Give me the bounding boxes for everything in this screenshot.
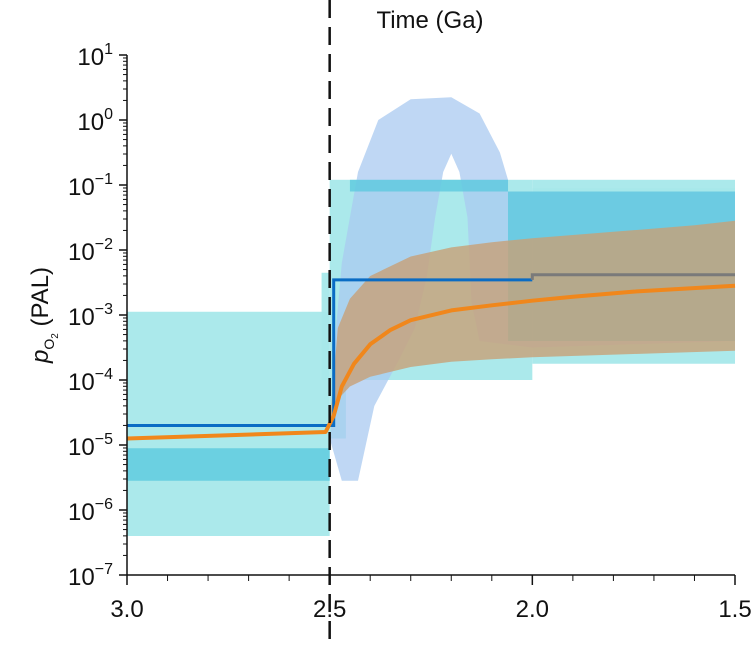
- cyan-box-0: [127, 311, 330, 536]
- x-tick-label-0: 3.0: [110, 596, 143, 623]
- y-tick-label-1: 100: [77, 106, 113, 136]
- x-axis-title: Time (Ga): [376, 7, 483, 34]
- cyan-box-2: [321, 272, 330, 380]
- y-tick-label-4: 10−3: [68, 301, 113, 331]
- y-tick-label-2: 10−1: [68, 171, 113, 201]
- y-axis-title-unit: (PAL): [27, 267, 54, 333]
- y-axis-title-subsubscript: 2: [50, 333, 61, 339]
- y-axis-title-subscript: O: [41, 339, 57, 350]
- y-tick-label-3: 10−2: [68, 236, 113, 266]
- fill-layer: [127, 97, 735, 536]
- y-axis-title-var: p: [27, 350, 54, 364]
- overlap-box-0: [127, 448, 330, 481]
- y-tick-label-0: 101: [77, 41, 113, 71]
- line-layer: [126, 273, 736, 441]
- blue-step-line: [127, 278, 533, 427]
- grey-step-line: [530, 273, 735, 280]
- axes-layer: 3.0 2.5 2.0 1.510110010−110−210−310−410−510…: [68, 0, 751, 646]
- overlap-box-1: [349, 179, 509, 192]
- y-tick-label-7: 10−6: [68, 496, 113, 526]
- x-tick-label-2: 2.0: [516, 596, 549, 623]
- y-tick-label-8: 10−7: [68, 561, 113, 591]
- y-tick-label-6: 10−5: [68, 431, 113, 461]
- orange-band: [329, 220, 735, 426]
- y-tick-label-5: 10−4: [68, 366, 113, 396]
- x-tick-label-3: 1.5: [718, 596, 751, 623]
- y-axis-title: pO2 (PAL): [27, 267, 61, 364]
- orange-curve: [126, 283, 736, 441]
